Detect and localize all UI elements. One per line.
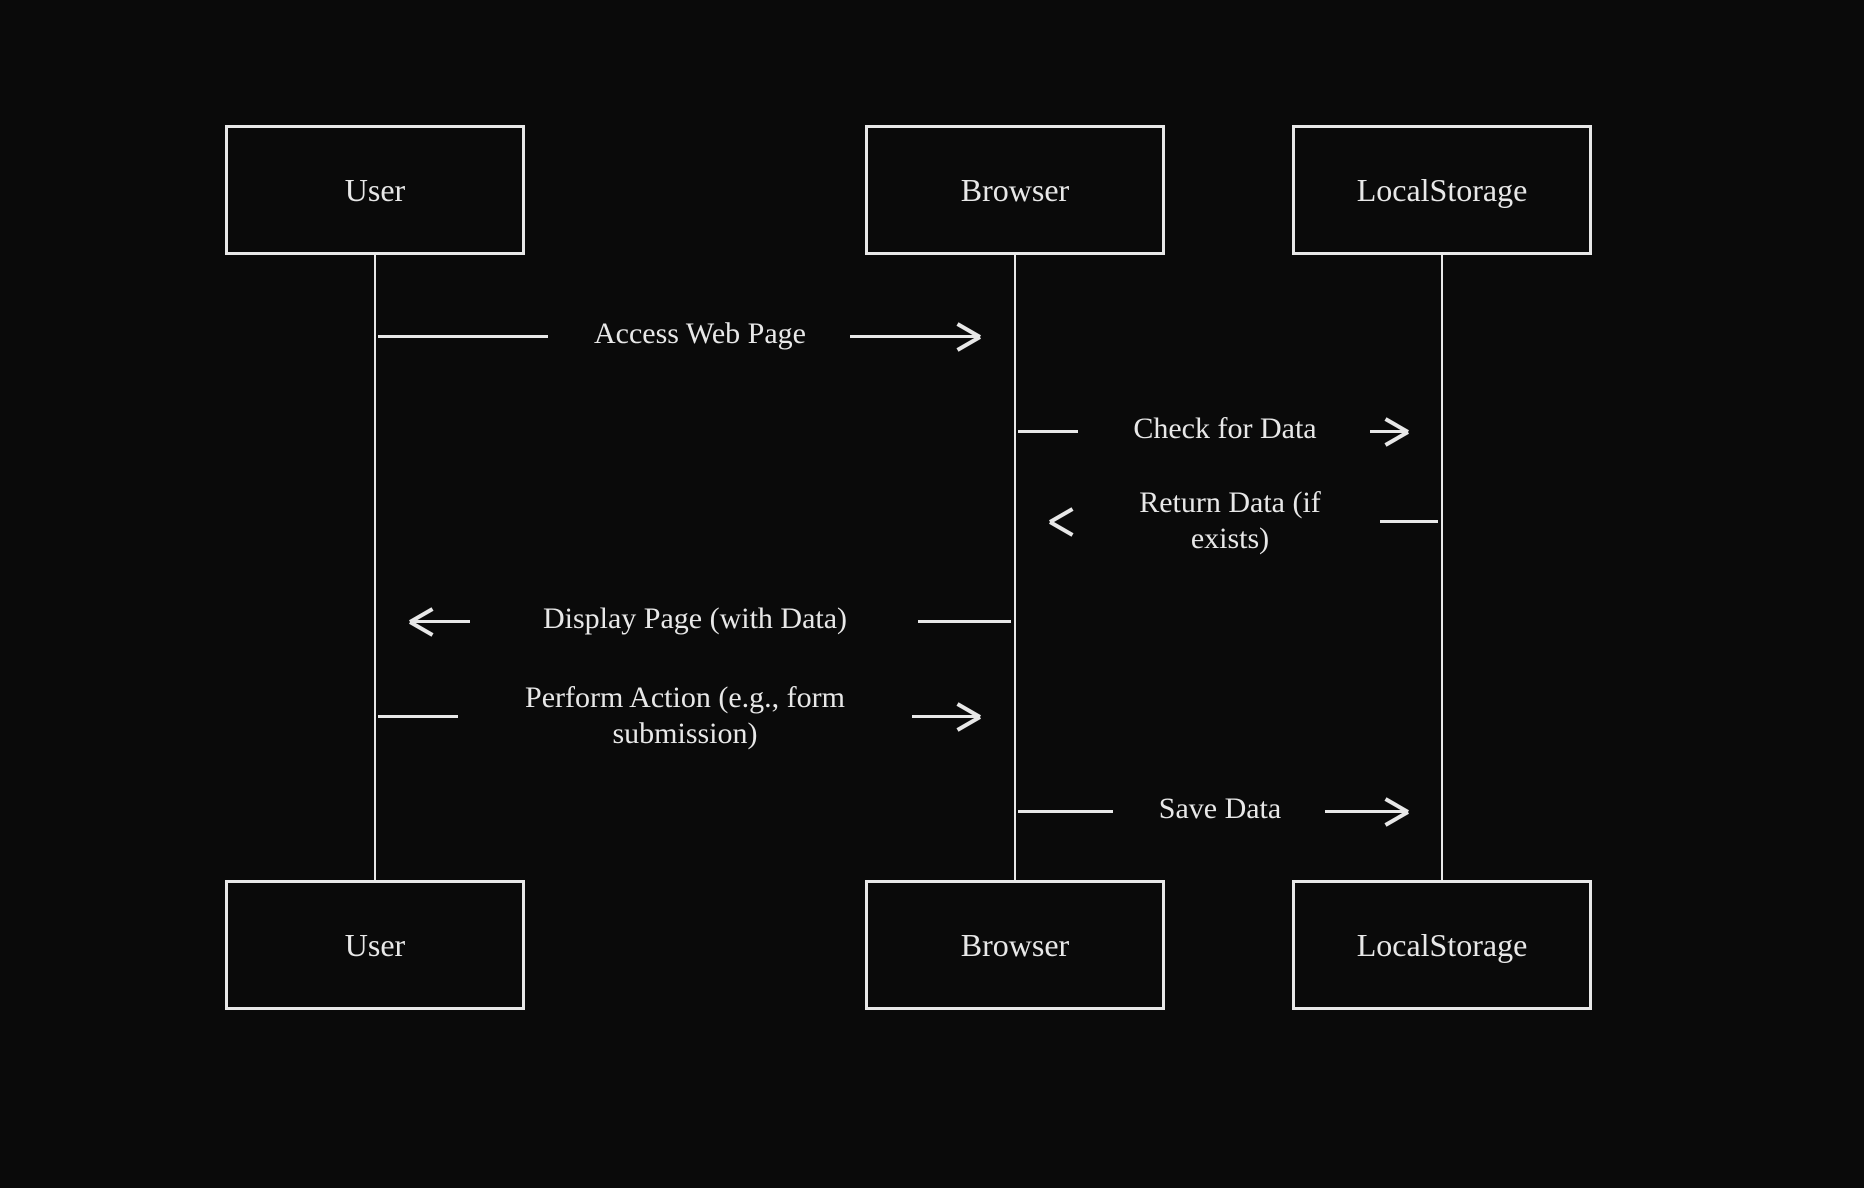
message-arrow	[850, 335, 980, 338]
actor-label: Browser	[961, 172, 1069, 209]
actor-localstorage-bottom: LocalStorage	[1292, 880, 1592, 1010]
actor-browser-top: Browser	[865, 125, 1165, 255]
actor-localstorage-top: LocalStorage	[1292, 125, 1592, 255]
lifeline-localstorage	[1441, 255, 1443, 880]
message-arrow	[410, 620, 470, 623]
message-label: Display Page (with Data)	[480, 601, 910, 637]
message-label: Perform Action (e.g., form submission)	[465, 680, 905, 752]
actor-user-top: User	[225, 125, 525, 255]
message-arrow	[1325, 810, 1408, 813]
message-arrow	[1018, 430, 1078, 433]
message-label: Return Data (if exists)	[1090, 485, 1370, 557]
actor-label: User	[345, 927, 405, 964]
message-label: Save Data	[1120, 791, 1320, 827]
actor-label: User	[345, 172, 405, 209]
actor-user-bottom: User	[225, 880, 525, 1010]
message-arrow	[1380, 520, 1438, 523]
lifeline-browser	[1014, 255, 1016, 880]
message-arrow	[378, 335, 548, 338]
actor-label: Browser	[961, 927, 1069, 964]
actor-browser-bottom: Browser	[865, 880, 1165, 1010]
actor-label: LocalStorage	[1357, 927, 1528, 964]
actor-label: LocalStorage	[1357, 172, 1528, 209]
sequence-diagram: User Browser LocalStorage User Browser L…	[0, 0, 1864, 1188]
message-arrow	[912, 715, 980, 718]
lifeline-user	[374, 255, 376, 880]
message-label: Check for Data	[1085, 411, 1365, 447]
message-label: Access Web Page	[555, 316, 845, 352]
message-arrow	[378, 715, 458, 718]
message-arrow	[1018, 810, 1113, 813]
message-arrow	[918, 620, 1011, 623]
